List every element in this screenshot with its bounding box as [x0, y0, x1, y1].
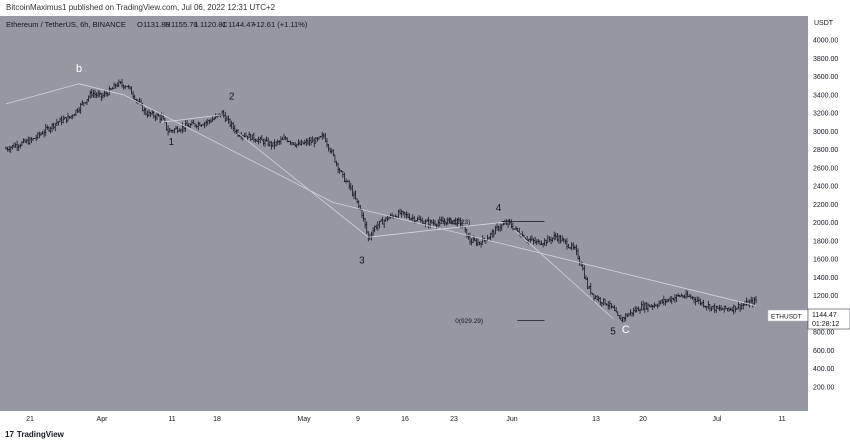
fib-layer: 1(2011.23) 0(929.29): [439, 219, 545, 325]
time-tick-label: Apr: [97, 416, 109, 423]
price-tick-label: 3200.00: [813, 111, 838, 118]
tradingview-wordmark: TradingView: [16, 430, 64, 439]
price-tick-label: 200.00: [813, 385, 835, 392]
time-tick-label: 16: [401, 416, 409, 423]
ohlc-label-low: L: [195, 20, 199, 29]
time-tick-label: 11: [168, 416, 175, 423]
price-tick-label: 2800.00: [813, 147, 838, 154]
price-tick-label: 2400.00: [813, 184, 838, 191]
tradingview-mark-icon: 17: [5, 430, 14, 439]
publish-header: BitcoinMaximus1 published on TradingView…: [0, 0, 850, 16]
wave-labels-layer: b 1 2 3 4 5 C: [76, 63, 630, 338]
change-value: +12.61 (+1.11%): [252, 20, 308, 29]
time-tick-label: 18: [213, 416, 221, 423]
price-tick-label: 3800.00: [813, 56, 838, 63]
ohlc-label-high: H: [165, 20, 170, 29]
wave-trend-line: [5, 83, 757, 307]
time-tick-label: May: [297, 416, 311, 423]
footer: 17 TradingView: [0, 428, 850, 443]
bar-countdown: 01:28:12: [812, 321, 839, 328]
time-tick-label: 20: [639, 416, 647, 423]
price-tick-label: 600.00: [813, 348, 835, 355]
time-tick-label: Jul: [713, 416, 722, 423]
symbol-line[interactable]: Ethereum / TetherUS, 6h, BINANCE: [6, 20, 126, 29]
publish-line: BitcoinMaximus1 published on TradingView…: [6, 3, 276, 12]
ohlc-value-close: 1144.47: [228, 20, 255, 29]
time-tick-label: 21: [26, 416, 34, 423]
price-tick-label: 3000.00: [813, 129, 838, 136]
price-axis-background: [808, 16, 850, 428]
ohlc-label-open: O: [137, 20, 143, 29]
time-tick-label: 13: [592, 416, 600, 423]
time-tick-label: 11: [778, 416, 785, 423]
ohlc-value-low: 1120.81: [200, 20, 227, 29]
wave-label: 2: [229, 91, 235, 102]
price-tick-label: 400.00: [813, 366, 835, 373]
wave-label: 3: [359, 256, 365, 267]
last-price-box: [807, 308, 850, 330]
price-tick-label: 1800.00: [813, 238, 838, 245]
wave-trend-line: [237, 132, 369, 238]
wave-label: b: [76, 63, 82, 75]
last-price-symbol: ETHUSDT: [771, 314, 802, 321]
time-tick-label: 23: [450, 416, 458, 423]
wave-trend-line: [514, 229, 614, 319]
wave-label: 1: [168, 137, 174, 148]
fib-level-label: 1(2011.23): [439, 219, 470, 226]
price-tick-label: 2600.00: [813, 165, 838, 172]
tradingview-logo[interactable]: 17 TradingView: [5, 430, 64, 439]
last-price-tag[interactable]: ETHUSDT 1144.47 01:28:12: [767, 308, 850, 330]
wave-label: 5: [610, 326, 616, 337]
price-tick-label: 3600.00: [813, 74, 838, 81]
last-price-value: 1144.47: [812, 312, 837, 319]
price-tick-label: 1400.00: [813, 275, 838, 282]
price-tick-label: 4000.00: [813, 38, 838, 45]
ohlc-value-open: 1131.86: [143, 20, 170, 29]
wave-trend-line: [161, 114, 223, 123]
ohlc-value-high: 1155.70: [171, 20, 198, 29]
wave-lines-layer: [5, 83, 757, 319]
price-tick-label: 1600.00: [813, 257, 838, 264]
price-tick-label: 2200.00: [813, 202, 838, 209]
price-tick-label: 1200.00: [813, 293, 838, 300]
price-axis[interactable]: 4000.00 3800.00 3600.00 3400.00 3200.00 3000.…: [813, 38, 838, 392]
ohlc-label-close: C: [222, 20, 228, 29]
wave-trend-line: [368, 221, 509, 238]
time-axis-background: [0, 411, 808, 428]
price-tick-label: 3400.00: [813, 92, 838, 99]
time-tick-label: Jun: [506, 416, 517, 423]
fib-level-label: 0(929.29): [455, 318, 483, 325]
wave-label: 4: [496, 203, 502, 214]
time-tick-label: 9: [356, 416, 360, 423]
price-tick-label: 800.00: [813, 330, 835, 337]
currency-label: USDT: [814, 20, 834, 27]
time-axis[interactable]: 21 Apr 11 18 May 9 16 23 Jun 13 20 Jul 11: [26, 416, 786, 423]
wave-label: C: [622, 324, 630, 336]
plot-background: [0, 16, 808, 411]
price-tick-label: 2000.00: [813, 220, 838, 227]
symbol-legend[interactable]: Ethereum / TetherUS, 6h, BINANCE O 1131.…: [6, 20, 308, 29]
